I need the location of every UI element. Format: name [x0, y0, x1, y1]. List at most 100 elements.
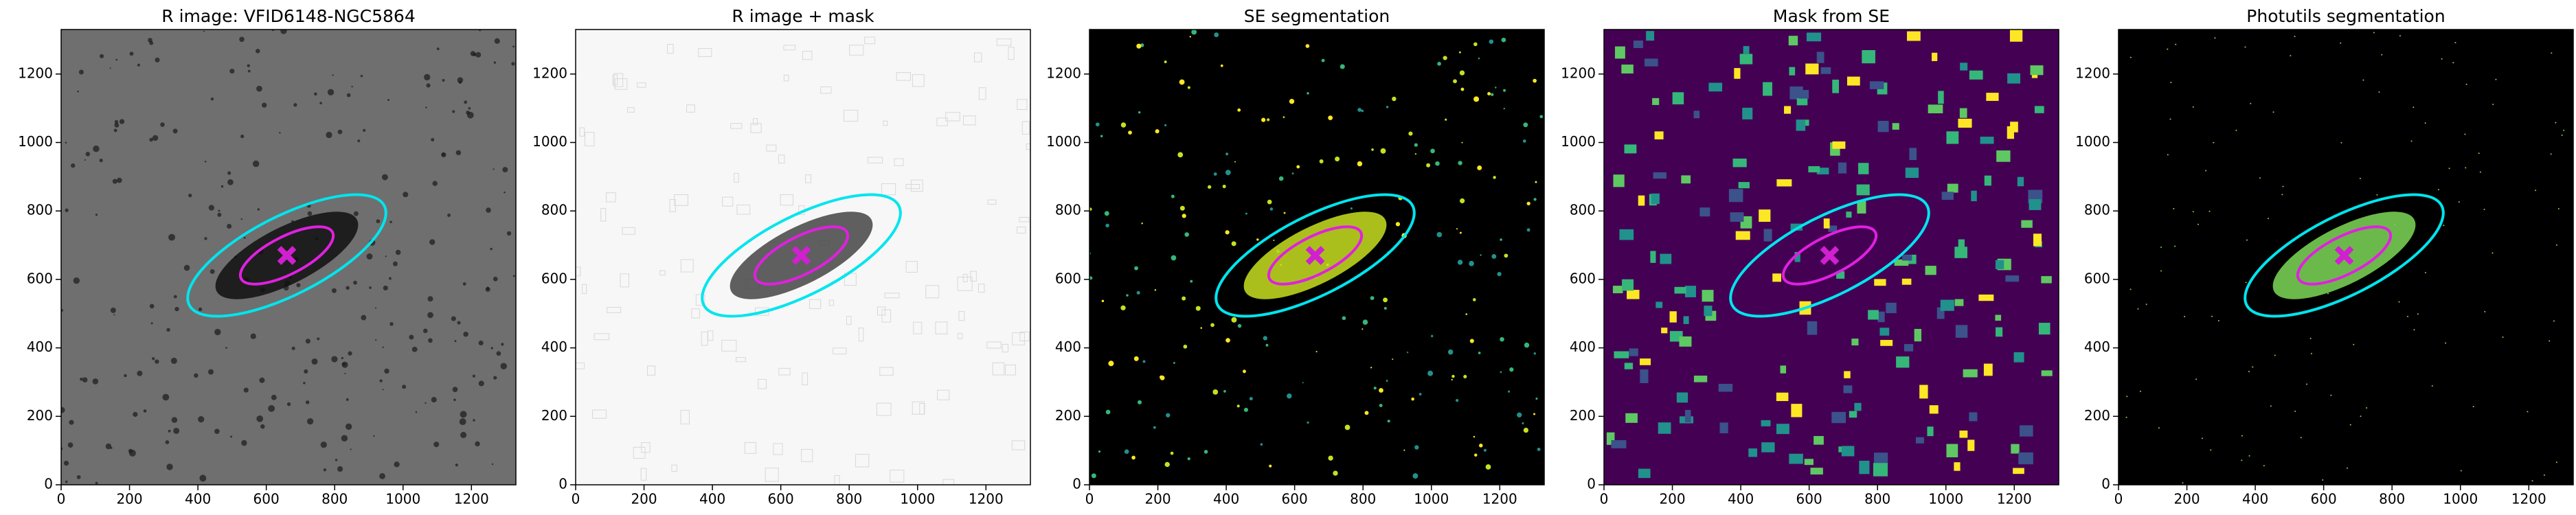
mask-patch — [1856, 184, 1870, 196]
x-tick-label: 1000 — [1928, 491, 1963, 507]
segment — [1414, 152, 1416, 155]
segment — [2353, 343, 2355, 345]
center-marker — [1305, 246, 1325, 265]
mask-patch — [937, 389, 950, 400]
noise — [379, 472, 385, 479]
noise — [214, 428, 220, 435]
noise — [168, 233, 176, 241]
noise — [293, 103, 297, 107]
noise — [110, 307, 116, 313]
noise — [436, 47, 440, 51]
x-tick-label: 800 — [321, 491, 348, 507]
segment — [1138, 111, 1141, 114]
segment — [1443, 56, 1447, 60]
noise — [493, 168, 495, 170]
mask-patch — [667, 44, 674, 54]
segment — [1495, 87, 1497, 89]
mask-patch — [1919, 385, 1928, 399]
segment — [2248, 455, 2250, 457]
segment — [1340, 64, 1345, 69]
segment — [1142, 360, 1146, 363]
segment — [2360, 415, 2362, 417]
noise — [460, 431, 467, 438]
segment — [1263, 336, 1267, 341]
mask-patch — [1927, 426, 1934, 437]
noise — [152, 357, 155, 360]
segment — [2465, 167, 2467, 169]
mask-patch — [1947, 183, 1958, 193]
segment — [2483, 209, 2485, 211]
noise — [162, 393, 170, 401]
mask-patch — [833, 347, 847, 355]
mask-patch — [674, 194, 688, 206]
x-tick-label: 400 — [1728, 491, 1754, 507]
mask-patch — [834, 475, 840, 485]
noise — [317, 337, 320, 341]
mask-patch — [698, 48, 712, 57]
segment — [1412, 473, 1419, 479]
segment — [1522, 422, 1524, 424]
segment — [2443, 225, 2445, 227]
segment — [1212, 389, 1219, 395]
segment — [1370, 367, 1372, 369]
segment — [1321, 58, 1325, 62]
noise — [73, 277, 80, 284]
mask-patch — [883, 120, 888, 126]
mask-patch — [1995, 260, 2004, 269]
x-tick-label: 1200 — [969, 491, 1004, 507]
noise — [502, 167, 508, 173]
noise — [204, 237, 207, 240]
segment — [1392, 96, 1397, 102]
y-tick-label: 0 — [558, 476, 567, 492]
segment — [2158, 427, 2160, 429]
mask-patch — [1796, 119, 1806, 131]
mask-patch — [1652, 98, 1660, 105]
segment — [2413, 329, 2415, 331]
segment — [1460, 87, 1465, 91]
x-tick-label: 400 — [699, 491, 725, 507]
mask-patch — [1877, 311, 1885, 323]
mask-patch — [1823, 218, 1830, 229]
segment — [2381, 54, 2383, 56]
mask-patch — [730, 123, 743, 129]
mask-patch — [2038, 323, 2050, 335]
image — [576, 36, 1030, 485]
ellipse — [2296, 225, 2393, 286]
mask-patch — [686, 104, 695, 113]
segment — [1177, 152, 1184, 158]
mask-patch — [1816, 52, 1824, 63]
segment — [1533, 413, 1536, 415]
segment — [1100, 135, 1103, 137]
noise — [170, 357, 177, 364]
mask-patch — [957, 277, 973, 291]
mask-patch — [881, 183, 896, 196]
mask-patch — [778, 367, 791, 376]
mask-patch — [1772, 273, 1781, 282]
segment — [1463, 374, 1467, 379]
mask-patch — [867, 157, 883, 163]
y-tick-label: 0 — [2101, 476, 2110, 492]
y-tick-label: 400 — [541, 339, 567, 355]
mask-patch — [778, 154, 785, 163]
mask-patch — [1718, 384, 1733, 392]
mask-patch — [1653, 172, 1667, 179]
segment — [2267, 218, 2269, 220]
mask-patch — [722, 196, 734, 207]
segment — [1431, 334, 1434, 338]
segment — [1456, 228, 1458, 230]
segment — [2495, 78, 2497, 80]
y-tick-label: 400 — [2084, 339, 2110, 355]
noise — [194, 373, 199, 378]
segment — [2543, 474, 2545, 476]
segment — [1179, 205, 1185, 211]
noise — [76, 474, 81, 479]
panel-title: R image + mask — [732, 6, 874, 26]
mask-patch — [1614, 351, 1629, 358]
segment — [2211, 315, 2213, 317]
y-tick-label: 1000 — [18, 133, 53, 150]
ellipse — [1781, 225, 1878, 286]
mask-patch — [1790, 223, 1803, 231]
segment — [1458, 51, 1461, 54]
noise — [381, 174, 388, 181]
mask-patch — [766, 144, 777, 152]
